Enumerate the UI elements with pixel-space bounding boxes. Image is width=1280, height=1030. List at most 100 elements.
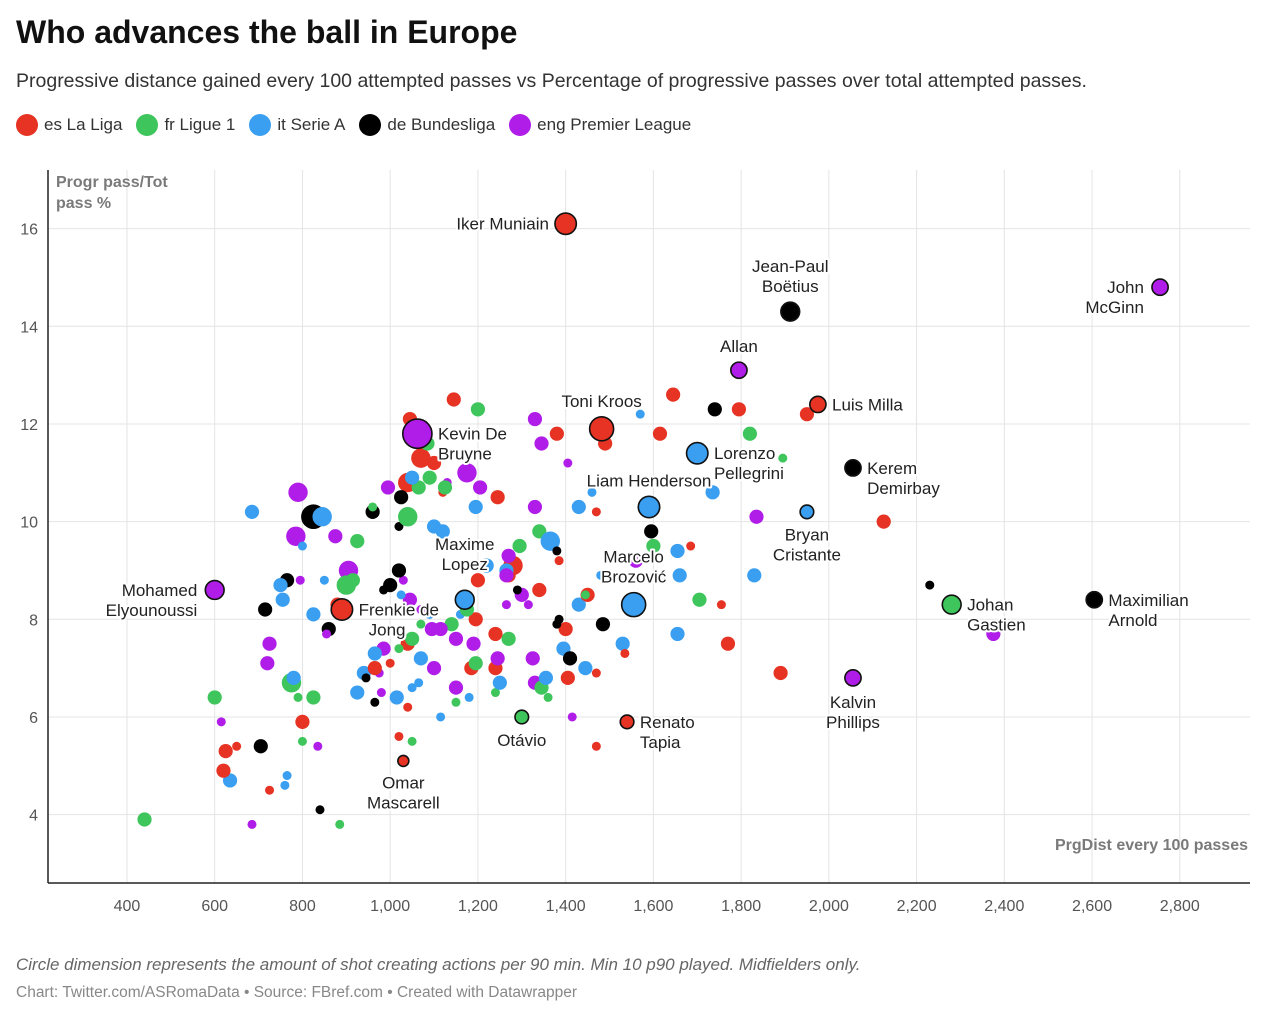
data-point[interactable]: [501, 631, 516, 646]
data-point[interactable]: [422, 470, 437, 485]
data-point[interactable]: [591, 741, 601, 751]
data-point[interactable]: [385, 658, 395, 668]
data-point[interactable]: [464, 692, 474, 702]
data-point[interactable]: [335, 819, 345, 829]
data-point[interactable]: [492, 675, 507, 690]
data-point[interactable]: [473, 480, 488, 495]
data-point[interactable]: [742, 426, 757, 441]
data-point[interactable]: [554, 614, 564, 624]
data-point[interactable]: [672, 568, 687, 583]
data-point[interactable]: [402, 592, 418, 607]
data-point[interactable]: [293, 692, 303, 702]
data-point[interactable]: [591, 507, 601, 517]
data-point[interactable]: [448, 631, 464, 646]
data-point[interactable]: [275, 592, 290, 607]
data-point[interactable]: [716, 600, 726, 610]
data-point[interactable]: [394, 644, 404, 654]
data-point[interactable]: [350, 534, 365, 549]
labeled-data-point[interactable]: [780, 301, 801, 322]
labeled-data-point[interactable]: [1085, 590, 1104, 609]
data-point[interactable]: [596, 570, 606, 580]
labeled-data-point[interactable]: [554, 212, 578, 236]
data-point[interactable]: [567, 712, 577, 722]
legend-item-ligue-1[interactable]: fr Ligue 1: [136, 114, 235, 136]
data-point[interactable]: [720, 636, 736, 651]
labeled-data-point[interactable]: [730, 361, 748, 380]
data-point[interactable]: [376, 688, 386, 698]
data-point[interactable]: [413, 651, 428, 666]
data-point[interactable]: [396, 590, 406, 600]
labeled-data-point[interactable]: [454, 589, 475, 610]
data-point[interactable]: [282, 771, 292, 781]
data-point[interactable]: [260, 656, 275, 671]
data-point[interactable]: [571, 499, 586, 515]
data-point[interactable]: [262, 636, 277, 651]
labeled-data-point[interactable]: [401, 418, 433, 450]
data-point[interactable]: [534, 436, 549, 451]
data-point[interactable]: [315, 805, 325, 815]
data-point[interactable]: [322, 629, 332, 639]
data-point[interactable]: [425, 609, 435, 619]
legend-item-serie-a[interactable]: it Serie A: [249, 114, 345, 136]
data-point[interactable]: [398, 575, 408, 585]
data-point[interactable]: [591, 668, 601, 678]
data-point[interactable]: [490, 490, 505, 505]
labeled-data-point[interactable]: [588, 416, 615, 442]
data-point[interactable]: [479, 558, 494, 573]
data-point[interactable]: [527, 411, 543, 427]
data-point[interactable]: [587, 487, 597, 497]
labeled-data-point[interactable]: [685, 441, 709, 465]
data-point[interactable]: [391, 563, 407, 578]
data-point[interactable]: [558, 621, 573, 637]
data-point[interactable]: [247, 819, 257, 829]
data-point[interactable]: [595, 617, 611, 632]
data-point[interactable]: [538, 670, 554, 685]
data-point[interactable]: [405, 631, 420, 646]
data-point[interactable]: [563, 458, 573, 468]
labeled-data-point[interactable]: [941, 594, 962, 615]
labeled-data-point[interactable]: [844, 458, 862, 477]
data-point[interactable]: [749, 509, 764, 524]
data-point[interactable]: [707, 402, 722, 417]
data-point[interactable]: [470, 573, 486, 588]
data-point[interactable]: [501, 600, 511, 610]
data-point[interactable]: [416, 605, 426, 615]
data-point[interactable]: [731, 402, 747, 417]
data-point[interactable]: [635, 409, 645, 419]
data-point[interactable]: [137, 812, 152, 827]
data-point[interactable]: [407, 736, 417, 746]
legend-item-la-liga[interactable]: es La Liga: [16, 114, 122, 136]
data-point[interactable]: [218, 744, 233, 759]
data-point[interactable]: [686, 541, 696, 551]
data-point[interactable]: [394, 731, 404, 741]
data-point[interactable]: [368, 502, 378, 512]
data-point[interactable]: [527, 499, 543, 515]
data-point[interactable]: [578, 661, 593, 676]
data-point[interactable]: [488, 626, 503, 642]
data-point[interactable]: [705, 485, 720, 500]
data-point[interactable]: [523, 600, 533, 610]
data-point[interactable]: [543, 692, 553, 702]
data-point[interactable]: [580, 590, 590, 600]
data-point[interactable]: [286, 670, 301, 685]
data-point[interactable]: [799, 407, 815, 422]
data-point[interactable]: [644, 524, 659, 539]
data-point[interactable]: [297, 736, 307, 746]
data-point[interactable]: [383, 578, 398, 593]
data-point[interactable]: [512, 585, 522, 595]
data-point[interactable]: [666, 387, 681, 402]
data-point[interactable]: [394, 522, 404, 531]
data-point[interactable]: [466, 636, 481, 651]
data-point[interactable]: [435, 524, 450, 539]
data-point[interactable]: [525, 651, 540, 666]
data-point[interactable]: [361, 673, 371, 683]
data-point[interactable]: [562, 651, 578, 666]
data-point[interactable]: [258, 602, 273, 617]
data-point[interactable]: [532, 582, 547, 598]
data-point[interactable]: [345, 573, 360, 588]
data-point[interactable]: [499, 568, 514, 583]
labeled-data-point[interactable]: [397, 754, 410, 768]
data-point[interactable]: [367, 646, 382, 661]
data-point[interactable]: [398, 507, 418, 527]
data-point[interactable]: [448, 680, 464, 695]
